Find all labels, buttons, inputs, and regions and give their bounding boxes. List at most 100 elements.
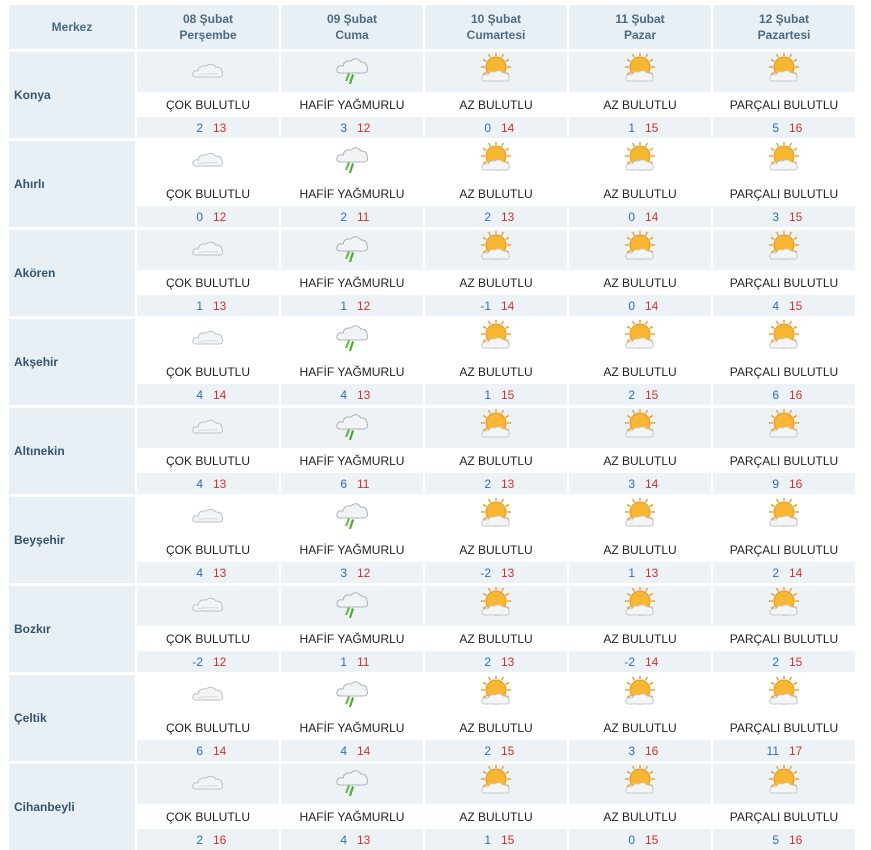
weather-description: ÇOK BULUTLU — [136, 626, 281, 651]
max-temp: 13 — [501, 565, 515, 580]
weather-icon-cell — [136, 764, 281, 804]
temperature-cell: -2 14 — [568, 651, 713, 672]
weather-icon-cell — [712, 764, 855, 804]
temperature-cell: 2 14 — [712, 562, 855, 583]
day-date: 12 Şubat — [758, 12, 809, 26]
city-desc-row: ÇOK BULUTLU HAFİF YAĞMURLU AZ BULUTLU AZ BU… — [9, 626, 855, 651]
weather-icon-cell — [712, 319, 855, 359]
city-desc-row: ÇOK BULUTLU HAFİF YAĞMURLU AZ BULUTLU AZ BU… — [9, 181, 855, 206]
partly-sunny-icon — [620, 497, 660, 536]
weather-icon-cell — [568, 497, 713, 537]
min-temp: -2 — [192, 654, 203, 669]
day-date: 09 Şubat — [326, 12, 377, 26]
cloudy-icon — [188, 686, 228, 714]
city-desc-row: ÇOK BULUTLU HAFİF YAĞMURLU AZ BULUTLU AZ BU… — [9, 92, 855, 117]
max-temp: 12 — [213, 209, 227, 224]
light-rain-icon — [332, 57, 372, 91]
max-temp: 14 — [645, 209, 659, 224]
min-temp: 2 — [484, 209, 491, 224]
weather-icon-cell — [424, 141, 569, 181]
temperature-cell: 3 12 — [280, 117, 425, 138]
weather-icon-cell — [136, 141, 281, 181]
merkez-header: Merkez — [9, 5, 137, 49]
min-temp: 2 — [340, 209, 347, 224]
temperature-cell: 2 11 — [280, 206, 425, 227]
weather-description: AZ BULUTLU — [424, 92, 569, 117]
temperature-cell: 4 13 — [136, 473, 281, 494]
partly-sunny-icon — [620, 764, 660, 803]
weather-description: HAFİF YAĞMURLU — [280, 92, 425, 117]
city-icon-row: Konya — [9, 52, 855, 138]
city-desc-row: ÇOK BULUTLU HAFİF YAĞMURLU AZ BULUTLU AZ BU… — [9, 359, 855, 384]
weather-description: AZ BULUTLU — [424, 626, 569, 651]
weather-icon-cell — [280, 408, 425, 448]
max-temp: 16 — [789, 387, 803, 402]
max-temp: 15 — [645, 832, 659, 847]
max-temp: 11 — [357, 654, 370, 669]
weather-description: ÇOK BULUTLU — [136, 715, 281, 740]
temperature-cell: 9 16 — [712, 473, 855, 494]
max-temp: 13 — [357, 832, 371, 847]
temperature-cell: 5 16 — [712, 117, 855, 138]
max-temp: 15 — [789, 298, 803, 313]
max-temp: 15 — [789, 654, 803, 669]
city-icon-row: Akören — [9, 230, 855, 316]
min-temp: 0 — [628, 298, 635, 313]
weather-icon-cell — [280, 586, 425, 626]
weather-icon-cell — [712, 675, 855, 715]
day-header: 10 Şubat Cumartesi — [424, 5, 569, 49]
partly-sunny-icon — [620, 141, 660, 180]
max-temp: 16 — [213, 832, 227, 847]
cloudy-icon — [188, 419, 228, 447]
min-temp: 2 — [484, 476, 491, 491]
partly-sunny-icon — [620, 675, 660, 714]
partly-sunny-icon — [476, 675, 516, 714]
forecast-table: Merkez 08 Şubat Perşembe 09 Şubat Cuma 10 … — [9, 5, 855, 850]
weather-description: HAFİF YAĞMURLU — [280, 537, 425, 562]
city-icon-row: Cihanbeyli — [9, 764, 855, 850]
light-rain-icon — [332, 413, 372, 447]
min-temp: 3 — [628, 476, 635, 491]
max-temp: 17 — [789, 743, 803, 758]
max-temp: 11 — [357, 209, 370, 224]
partly-sunny-icon — [476, 52, 516, 91]
min-temp: 4 — [340, 832, 347, 847]
max-temp: 15 — [501, 387, 515, 402]
min-temp: 4 — [196, 387, 203, 402]
weather-icon-cell — [712, 141, 855, 181]
weather-description: HAFİF YAĞMURLU — [280, 804, 425, 829]
weather-icon-cell — [136, 497, 281, 537]
light-rain-icon — [332, 591, 372, 625]
weather-description: HAFİF YAĞMURLU — [280, 359, 425, 384]
weather-description: AZ BULUTLU — [424, 715, 569, 740]
max-temp: 14 — [357, 743, 371, 758]
temperature-cell: 3 15 — [712, 206, 855, 227]
weather-icon-cell — [280, 52, 425, 92]
city-icon-row: Beyşehir — [9, 497, 855, 583]
weather-description: AZ BULUTLU — [568, 181, 713, 206]
weather-description: AZ BULUTLU — [424, 270, 569, 295]
min-temp: 1 — [628, 120, 635, 135]
weather-icon-cell — [280, 319, 425, 359]
temperature-cell: 6 11 — [280, 473, 425, 494]
weather-description: PARÇALI BULUTLU — [729, 809, 839, 824]
temperature-cell: 2 13 — [136, 117, 281, 138]
city-temp-row: 1 13 1 12 -1 14 0 14 4 15 — [9, 295, 855, 316]
weather-description: ÇOK BULUTLU — [136, 92, 281, 117]
weather-icon-cell — [136, 586, 281, 626]
weather-icon-cell — [712, 230, 855, 270]
city-name: Beyşehir — [9, 497, 137, 583]
min-temp: 6 — [196, 743, 203, 758]
weather-description: PARÇALI BULUTLU — [729, 453, 839, 468]
max-temp: 14 — [645, 298, 659, 313]
temperature-cell: 0 12 — [136, 206, 281, 227]
min-temp: 5 — [772, 832, 779, 847]
max-temp: 15 — [501, 743, 515, 758]
city-name: Çeltik — [9, 675, 137, 761]
temperature-cell: 1 15 — [424, 384, 569, 405]
min-temp: 2 — [628, 387, 635, 402]
partly-sunny-icon — [620, 230, 660, 269]
light-rain-icon — [332, 324, 372, 358]
city-name: Cihanbeyli — [9, 764, 137, 850]
max-temp: 15 — [645, 387, 659, 402]
